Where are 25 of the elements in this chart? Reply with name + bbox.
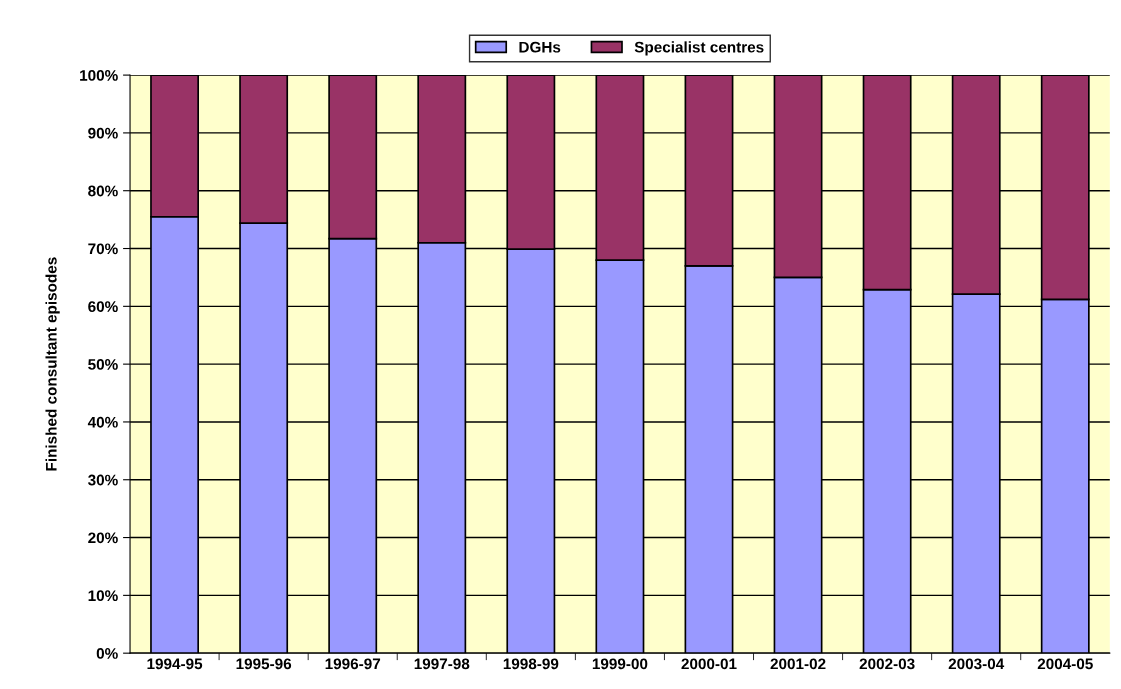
x-tick-label: 1995-96 (236, 658, 292, 670)
x-tick-label: 2003-04 (948, 658, 1005, 670)
y-tick-label: 70% (88, 243, 118, 255)
x-tick-label: 1998-99 (503, 658, 559, 670)
legend-label: DGHs (519, 41, 561, 53)
y-tick-label: 60% (88, 301, 118, 313)
y-tick-label: 20% (88, 532, 118, 544)
y-tick-label: 100% (80, 69, 118, 81)
x-tick-label: 1999-00 (592, 658, 648, 670)
x-tick-label: 2002-03 (859, 658, 915, 670)
y-tick-label: 90% (88, 127, 118, 139)
y-tick-label: 30% (88, 474, 118, 486)
x-tick-label: 1994-95 (147, 658, 203, 670)
x-tick-label: 2001-02 (770, 658, 826, 670)
y-tick-label: 50% (88, 359, 118, 370)
x-tick-label: 2004-05 (1037, 658, 1093, 670)
legend-label: Specialist centres (634, 41, 764, 56)
x-tick-label: 1997-98 (414, 658, 470, 670)
y-axis-title: Finished consultant episodes (45, 257, 60, 471)
y-tick-label: 40% (87, 416, 118, 428)
y-tick-label: 80% (88, 185, 118, 197)
x-tick-label: 1996-97 (325, 658, 381, 670)
y-tick-label: 0% (96, 648, 118, 659)
x-tick-label: 2000-01 (681, 658, 737, 670)
y-tick-label: 10% (88, 590, 118, 602)
